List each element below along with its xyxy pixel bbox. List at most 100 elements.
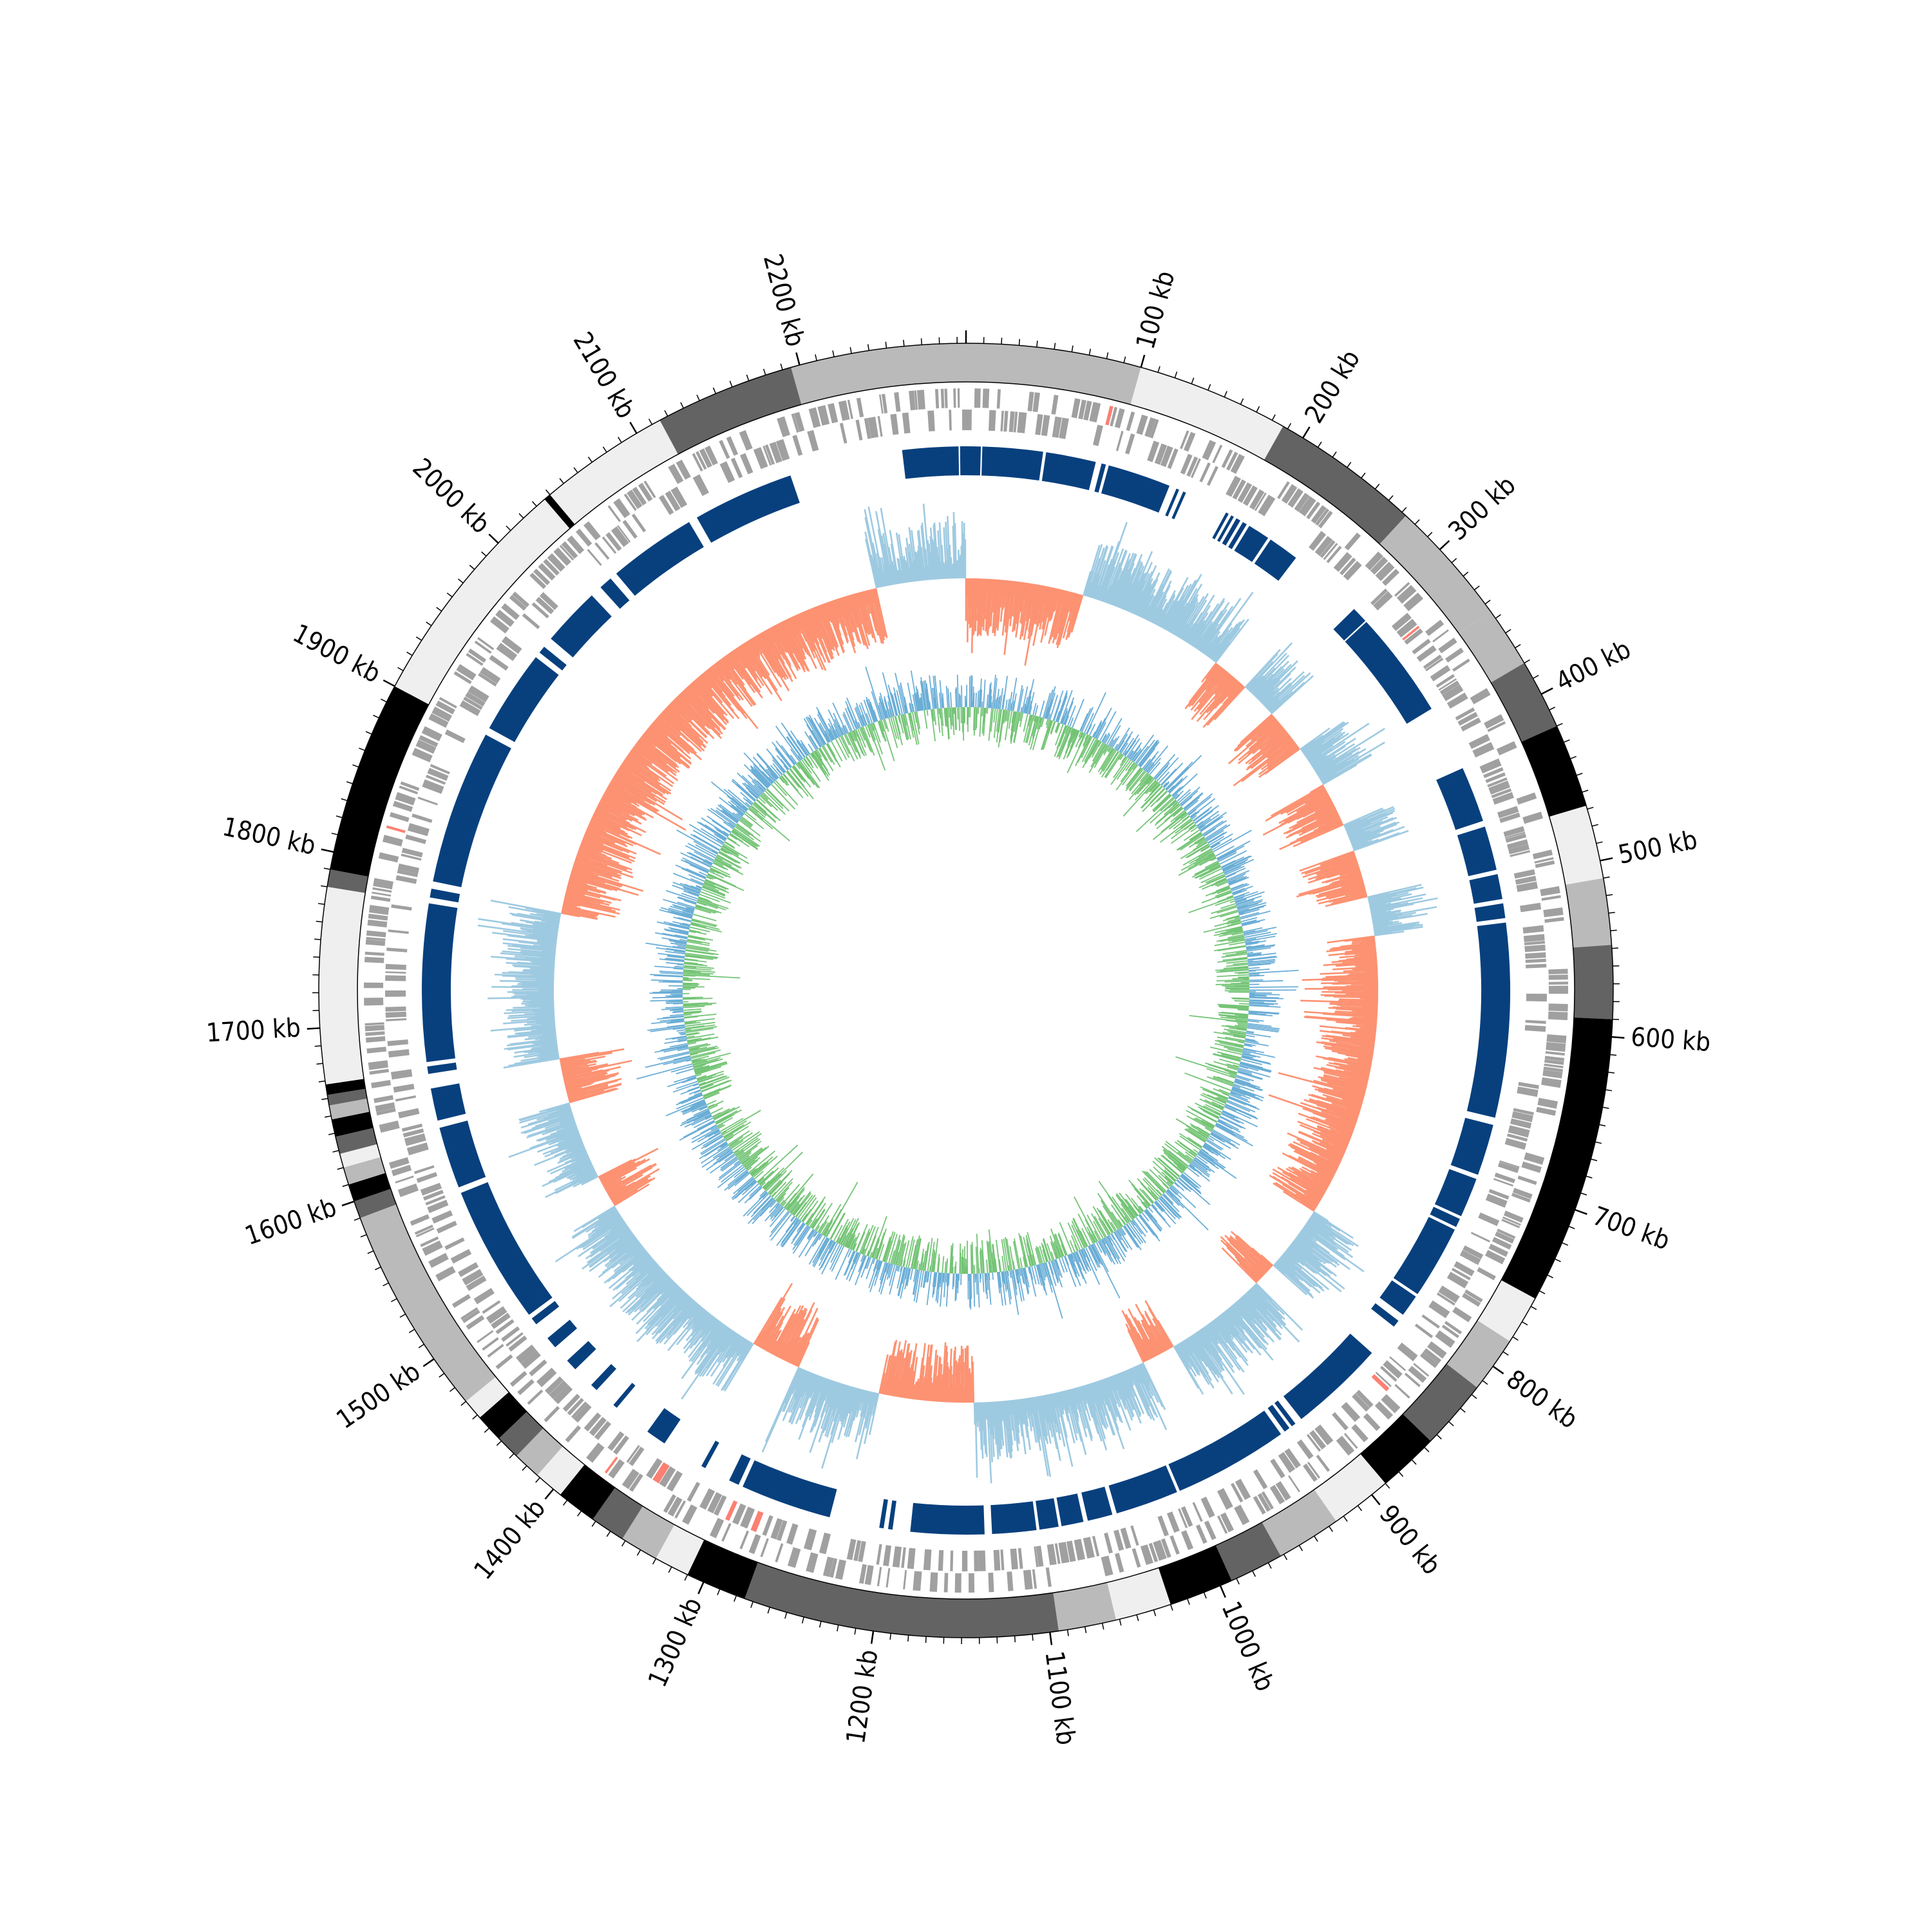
gc-skew-bar (954, 1360, 958, 1403)
gc-skew-bar (974, 578, 978, 632)
gc-skew-bar (1102, 589, 1109, 602)
gc-skew-bar (580, 842, 632, 864)
gc-skew-bar (784, 619, 795, 638)
gc-skew-bar (1138, 572, 1160, 617)
gc-skew-bar (1351, 833, 1381, 846)
gc-content-bar (1178, 855, 1216, 876)
gene-feature (1254, 492, 1267, 511)
gene-feature (1154, 443, 1168, 465)
gc-skew-bar (1251, 1287, 1283, 1320)
gc-skew-bar (883, 573, 887, 587)
minor-tick (314, 938, 321, 940)
gc-skew-bar (1121, 582, 1133, 609)
gene-feature (1058, 1542, 1070, 1564)
gc-content-bar (1099, 1240, 1113, 1263)
gc-content-bar (1190, 824, 1197, 829)
gc-skew-bar (1175, 1345, 1189, 1368)
gc-skew-bar (628, 753, 645, 766)
gc-skew-bar (1217, 1316, 1231, 1335)
gc-skew-bar (672, 699, 693, 720)
gc-skew-bar (562, 1063, 609, 1075)
gc-content-bar (1220, 927, 1243, 934)
gc-skew-bar (502, 938, 557, 946)
gc-content-bar (1104, 734, 1111, 744)
gc-content-bar (1225, 1104, 1258, 1120)
gc-skew-bar (1038, 585, 1045, 611)
gc-skew-bar (753, 636, 774, 668)
minor-tick (729, 381, 733, 388)
gc-skew-bar (1202, 1327, 1222, 1354)
gene-feature (583, 521, 601, 541)
gc-content-bar (1101, 1238, 1112, 1256)
gc-content-bar (1043, 1238, 1052, 1262)
gc-skew-bar (1332, 886, 1366, 897)
gc-skew-bar (798, 1376, 824, 1440)
gc-skew-bar (1350, 983, 1378, 985)
gc-skew-bar (1191, 673, 1231, 721)
gc-content-bar (1231, 887, 1245, 894)
minor-tick (481, 551, 487, 557)
gc-skew-bar (667, 1302, 697, 1336)
gene-feature (1178, 1508, 1188, 1528)
gene-feature (368, 913, 388, 921)
gc-skew-bar (737, 647, 764, 687)
gc-skew-bar (860, 1389, 866, 1403)
gene-feature (480, 667, 501, 684)
minor-tick (373, 714, 379, 719)
gene-feature (1438, 678, 1457, 691)
gene-feature (806, 1552, 819, 1573)
gene-feature (1548, 1011, 1568, 1021)
gc-skew-bar (740, 645, 755, 667)
gene-feature (545, 1376, 564, 1395)
gene-feature (549, 1380, 569, 1399)
gc-skew-bar (668, 703, 680, 715)
gene-feature (1508, 844, 1530, 855)
gc-skew-bar (719, 659, 755, 706)
gc-content-bar (1132, 764, 1138, 770)
gc-content-bar (1239, 1065, 1259, 1072)
gene-feature (369, 1068, 389, 1075)
gc-skew-bar (1196, 1331, 1224, 1371)
gene-feature (1315, 508, 1330, 526)
gc-skew-bar (837, 598, 857, 654)
gc-skew-bar (1084, 1385, 1103, 1442)
gc-skew-bar (1300, 1229, 1317, 1242)
tick-label: 1700 kb (205, 1013, 301, 1048)
gene-feature (1459, 1253, 1479, 1265)
gc-skew-bar (502, 1019, 555, 1025)
gc-skew-bar (706, 1329, 734, 1368)
gc-skew-bar (1285, 812, 1339, 839)
gc-skew-bar (773, 625, 788, 652)
gc-content-bar (1179, 786, 1200, 805)
gc-skew-bar (1223, 1311, 1235, 1326)
gc-skew-bar (1303, 739, 1325, 755)
gc-content-bar (1097, 1193, 1121, 1229)
gc-skew-bar (1203, 630, 1221, 655)
gc-skew-bar (1359, 997, 1378, 999)
gc-content-bar (1204, 1099, 1224, 1110)
minor-tick (1495, 614, 1501, 619)
gc-skew-bar (1206, 591, 1254, 657)
gc-skew-bar (688, 685, 715, 714)
gc-skew-bar (809, 1374, 819, 1397)
gc-skew-bar (611, 1240, 639, 1263)
gc-content-bar (1225, 867, 1246, 878)
tick-label: 600 kb (1630, 1022, 1712, 1057)
gc-skew-bar (1142, 1338, 1153, 1359)
gc-skew-bar (509, 912, 560, 923)
gc-content-bar (1094, 717, 1106, 739)
tick-label: 300 kb (1443, 470, 1522, 546)
gc-content-bar (1222, 929, 1244, 935)
gc-skew-bar (640, 1277, 672, 1308)
gene-feature (482, 1300, 501, 1314)
gc-skew-bar (532, 961, 555, 965)
gc-content-bar (1113, 757, 1128, 779)
gc-content-bar (1247, 1019, 1264, 1022)
ideogram-band (1521, 726, 1587, 817)
gene-feature (1226, 475, 1242, 497)
gc-skew-bar (1125, 1370, 1134, 1387)
gene-feature (1414, 1323, 1434, 1338)
minor-tick (712, 387, 717, 394)
gc-skew-bar (1304, 1224, 1354, 1258)
